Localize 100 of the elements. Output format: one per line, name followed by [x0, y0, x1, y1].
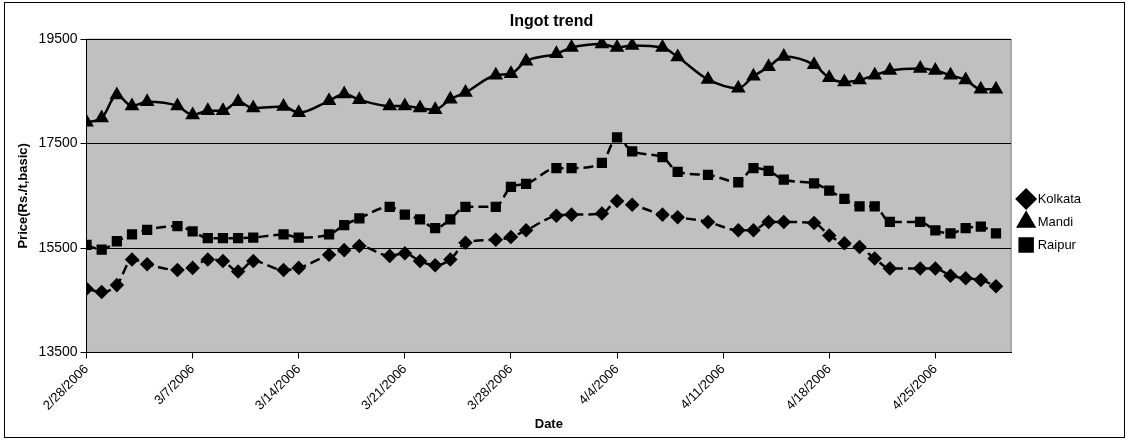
- point: [762, 59, 776, 72]
- point: [202, 232, 213, 244]
- point: [944, 67, 957, 80]
- point: [231, 264, 245, 279]
- point: [413, 254, 427, 268]
- point: [354, 213, 365, 224]
- point: [822, 228, 836, 243]
- point: [125, 252, 139, 267]
- point: [172, 220, 183, 232]
- point: [928, 63, 942, 75]
- point: [564, 207, 579, 222]
- point: [170, 263, 185, 277]
- point: [293, 232, 304, 243]
- x-axis-title: Date: [534, 415, 563, 431]
- point: [839, 193, 850, 205]
- point: [915, 216, 926, 228]
- point: [702, 169, 714, 181]
- point: [610, 194, 624, 208]
- point: [746, 223, 761, 238]
- point: [853, 72, 867, 85]
- point: [701, 215, 715, 229]
- point: [276, 263, 291, 277]
- point: [428, 102, 442, 114]
- y-tick-label: 15500: [38, 238, 78, 255]
- point: [928, 261, 943, 276]
- point: [731, 223, 746, 238]
- legend-label: Mandi: [1037, 213, 1074, 229]
- point: [187, 226, 198, 237]
- point: [595, 39, 609, 49]
- point: [913, 61, 927, 73]
- point: [110, 87, 124, 100]
- point: [869, 201, 880, 212]
- point: [852, 240, 867, 254]
- point: [383, 98, 397, 111]
- point: [185, 261, 200, 275]
- point: [443, 91, 457, 104]
- point: [958, 271, 973, 286]
- point: [96, 244, 107, 255]
- point: [549, 46, 563, 59]
- point: [883, 261, 897, 276]
- point: [171, 98, 184, 111]
- point: [551, 163, 562, 174]
- point: [352, 92, 366, 105]
- point: [701, 72, 715, 84]
- point: [549, 208, 564, 223]
- point: [670, 210, 685, 224]
- legend-label: Kolkata: [1037, 190, 1082, 206]
- point: [655, 207, 670, 222]
- point: [277, 99, 291, 111]
- point: [883, 63, 897, 75]
- point: [807, 57, 821, 70]
- point: [505, 181, 517, 193]
- point: [352, 239, 367, 253]
- point: [398, 246, 412, 261]
- point: [822, 70, 836, 83]
- point: [216, 254, 230, 268]
- point: [657, 152, 668, 163]
- point: [945, 228, 956, 239]
- point: [854, 201, 865, 212]
- point: [443, 252, 458, 267]
- point: [413, 100, 427, 113]
- point: [428, 258, 442, 273]
- point: [201, 252, 215, 267]
- point: [337, 243, 351, 257]
- point: [504, 230, 518, 244]
- y-tick-label: 17500: [38, 134, 78, 151]
- point: [837, 74, 851, 87]
- point: [930, 225, 941, 236]
- point: [489, 232, 503, 247]
- point: [291, 261, 306, 275]
- point: [216, 103, 230, 115]
- point: [671, 49, 685, 62]
- point: [610, 40, 624, 52]
- point: [140, 257, 154, 271]
- point: [337, 86, 351, 99]
- point: [490, 201, 501, 212]
- point: [884, 216, 896, 228]
- point: [414, 214, 426, 225]
- point: [140, 94, 154, 107]
- point: [322, 93, 336, 106]
- point: [566, 163, 577, 174]
- point: [974, 82, 988, 94]
- point: [231, 94, 245, 107]
- point: [959, 72, 973, 85]
- point: [596, 157, 608, 169]
- point: [246, 254, 261, 268]
- point: [111, 236, 122, 247]
- point: [339, 219, 350, 231]
- y-tick-label: 19500: [38, 30, 78, 47]
- point: [292, 105, 306, 118]
- point: [504, 66, 518, 78]
- legend-label: Raipur: [1037, 236, 1077, 252]
- point: [217, 232, 229, 244]
- point: [943, 268, 958, 283]
- point: [186, 107, 200, 120]
- point: [246, 100, 260, 113]
- point: [990, 228, 1002, 239]
- point: [519, 223, 533, 238]
- point: [95, 110, 109, 123]
- point: [974, 273, 988, 287]
